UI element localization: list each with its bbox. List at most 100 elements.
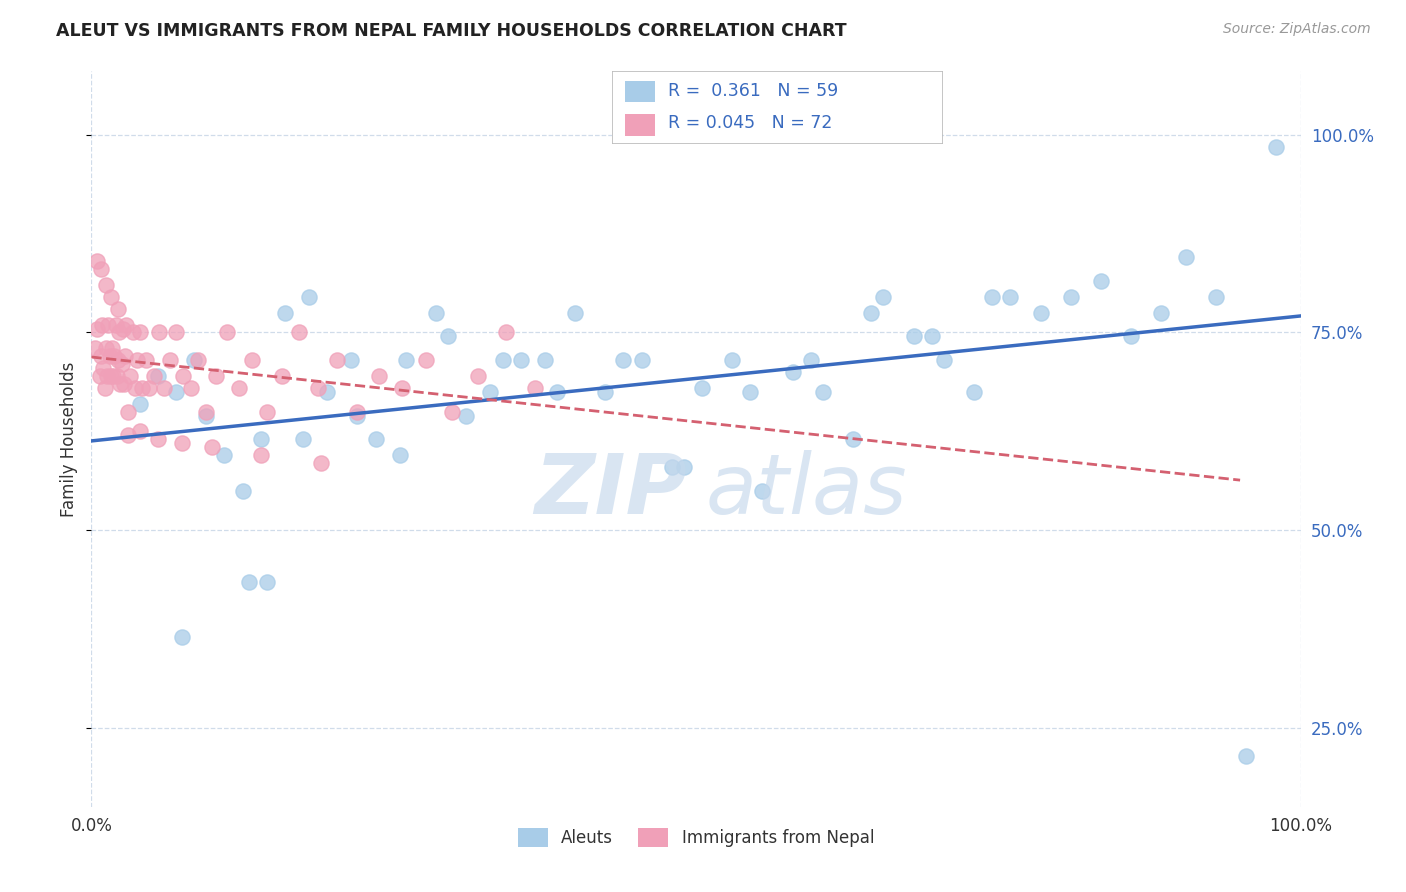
Point [100, 290, 122, 304]
Point [1265, 139, 1288, 153]
Point [128, 326, 150, 340]
Point [98, 349, 121, 363]
Point [364, 433, 387, 447]
Point [89, 369, 111, 384]
Point [479, 384, 502, 399]
Point [90, 262, 112, 277]
Point [1121, 329, 1143, 343]
Point [101, 369, 124, 384]
Point [1000, 290, 1022, 304]
Point [368, 369, 391, 384]
Point [127, 353, 149, 368]
Point [491, 353, 513, 368]
Point [183, 353, 205, 368]
Point [146, 369, 169, 384]
Point [932, 353, 955, 368]
Point [249, 433, 271, 447]
Point [214, 448, 236, 462]
Point [165, 326, 187, 340]
Point [165, 384, 187, 399]
Point [195, 404, 218, 418]
Point [93, 361, 115, 376]
Point [811, 384, 834, 399]
Point [288, 326, 311, 340]
Point [120, 369, 142, 384]
Point [90, 349, 112, 363]
Point [103, 349, 125, 363]
Point [326, 353, 349, 368]
Point [425, 306, 447, 320]
Point [672, 460, 695, 475]
Point [1060, 290, 1083, 304]
Point [111, 357, 132, 371]
Text: R =  0.361   N = 59: R = 0.361 N = 59 [668, 82, 838, 100]
Point [298, 290, 321, 304]
Point [201, 440, 224, 454]
Point [228, 381, 250, 395]
Point [1234, 748, 1257, 763]
Text: Source: ZipAtlas.com: Source: ZipAtlas.com [1223, 22, 1371, 37]
Point [963, 384, 986, 399]
Point [495, 326, 517, 340]
Point [456, 409, 478, 423]
Point [138, 381, 160, 395]
Point [93, 381, 115, 395]
Point [533, 353, 555, 368]
Point [340, 353, 363, 368]
Text: R = 0.045   N = 72: R = 0.045 N = 72 [668, 114, 832, 132]
Point [1090, 274, 1112, 288]
Point [187, 353, 209, 368]
Point [104, 318, 127, 332]
Point [395, 353, 418, 368]
Point [860, 306, 883, 320]
Point [110, 376, 132, 391]
Point [630, 353, 652, 368]
Point [661, 460, 683, 475]
Point [101, 341, 124, 355]
Point [215, 326, 238, 340]
Point [291, 433, 314, 447]
Point [509, 353, 531, 368]
Point [271, 369, 294, 384]
Point [100, 369, 122, 384]
Point [467, 369, 489, 384]
Point [800, 353, 823, 368]
Text: ALEUT VS IMMIGRANTS FROM NEPAL FAMILY HOUSEHOLDS CORRELATION CHART: ALEUT VS IMMIGRANTS FROM NEPAL FAMILY HO… [56, 22, 846, 40]
Point [249, 448, 271, 462]
Point [524, 381, 547, 395]
Point [128, 397, 150, 411]
Point [1029, 306, 1052, 320]
Point [112, 376, 135, 391]
Point [84, 341, 107, 355]
Point [180, 381, 202, 395]
Point [309, 456, 332, 470]
Text: ZIP: ZIP [534, 450, 686, 532]
Bar [624, 114, 655, 136]
Bar [624, 80, 655, 102]
Point [256, 574, 278, 589]
Point [114, 349, 136, 363]
Point [121, 326, 143, 340]
Point [1174, 250, 1197, 264]
Point [307, 381, 329, 395]
Point [172, 436, 194, 450]
Point [94, 278, 117, 293]
Text: atlas: atlas [706, 450, 907, 532]
Point [316, 384, 339, 399]
Point [1150, 306, 1173, 320]
Point [872, 290, 894, 304]
Point [921, 329, 943, 343]
Point [346, 404, 368, 418]
Point [108, 326, 131, 340]
Point [388, 448, 411, 462]
Point [172, 630, 194, 644]
Point [391, 381, 413, 395]
Point [94, 341, 117, 355]
Point [782, 365, 804, 379]
Point [205, 369, 228, 384]
Point [128, 425, 150, 439]
Point [97, 318, 120, 332]
Point [1205, 290, 1227, 304]
Point [131, 381, 153, 395]
Point [842, 433, 865, 447]
